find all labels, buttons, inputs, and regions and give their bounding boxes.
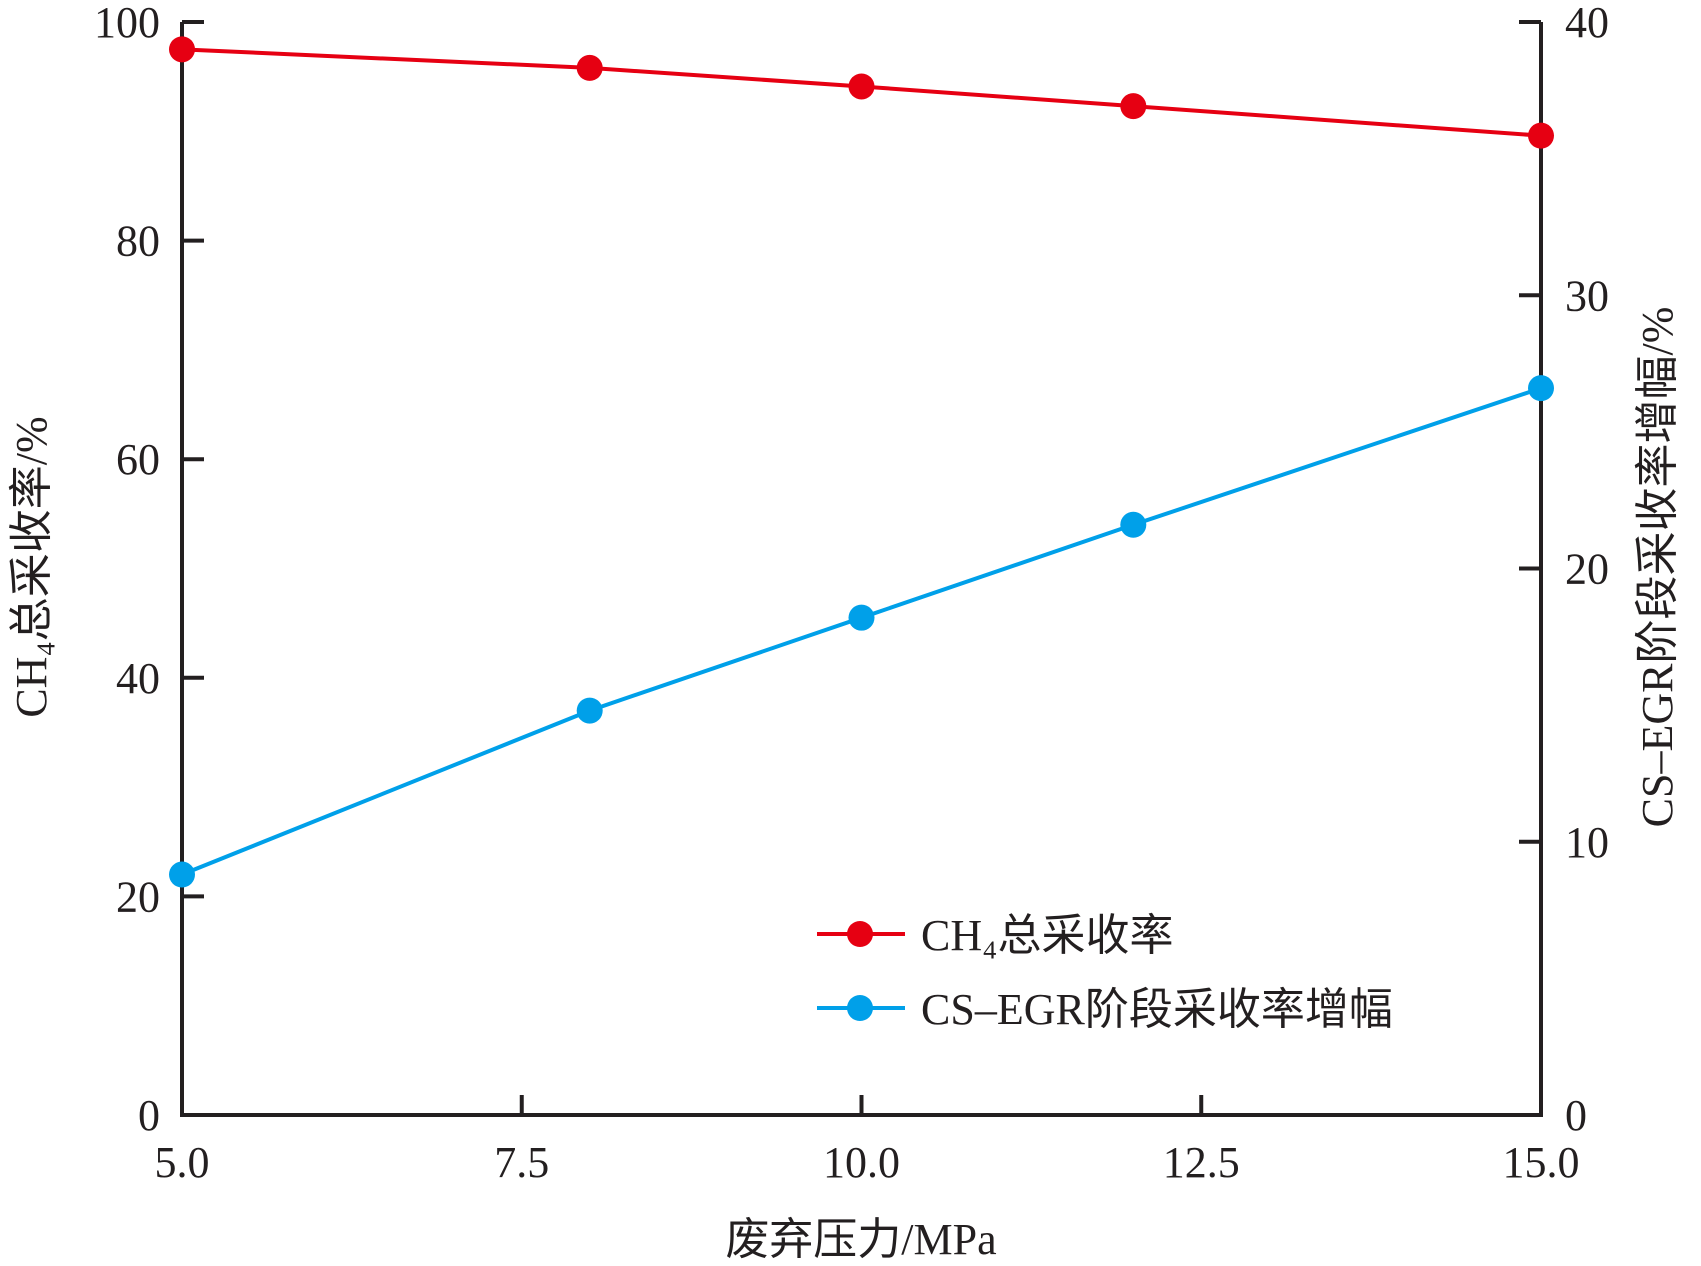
data-point [576,54,603,81]
y-right-tick-label: 20 [1565,545,1609,594]
y-axis-left-label: CH₄总采收率/% [7,416,56,717]
x-tick-label: 7.5 [494,1138,549,1187]
series-layer [169,36,1554,888]
data-point [169,36,195,63]
y-right-tick-label: 10 [1565,818,1609,867]
y-right-tick-label: 30 [1565,271,1609,320]
y-left-tick-label: 100 [94,0,160,47]
legend-marker-csegr [847,995,873,1021]
legend-label-ch4: CH₄总采收率 [921,911,1173,960]
x-tick-label: 12.5 [1163,1138,1240,1187]
legend: CH₄总采收率 CS–EGR阶段采收率增幅 [817,911,1393,1034]
data-point [848,604,875,631]
y-left-tick-label: 40 [116,654,160,703]
y-right-tick-label: 40 [1565,0,1609,47]
x-axis-label: 废弃压力/MPa [725,1215,996,1264]
y-axis-right-label: CS–EGR阶段采收率增幅/% [1633,307,1682,828]
data-point [576,697,603,724]
y-left-tick-label: 20 [116,872,160,921]
x-tick-label: 15.0 [1503,1138,1580,1187]
series-line-1 [181,386,1542,877]
y-right-tick-label: 0 [1565,1091,1587,1140]
legend-label-csegr: CS–EGR阶段采收率增幅 [921,985,1393,1034]
x-tick-label: 10.0 [823,1138,900,1187]
data-point [848,73,875,100]
data-point [1528,122,1554,149]
data-point [1528,375,1554,402]
y-left-tick-label: 80 [116,217,160,266]
data-point [1120,93,1147,120]
y-left-tick-label: 0 [138,1091,160,1140]
legend-marker-ch4 [847,921,873,947]
x-tick-label: 5.0 [155,1138,210,1187]
y-left-tick-label: 60 [116,435,160,484]
data-point [1120,511,1147,538]
data-point [169,861,195,888]
